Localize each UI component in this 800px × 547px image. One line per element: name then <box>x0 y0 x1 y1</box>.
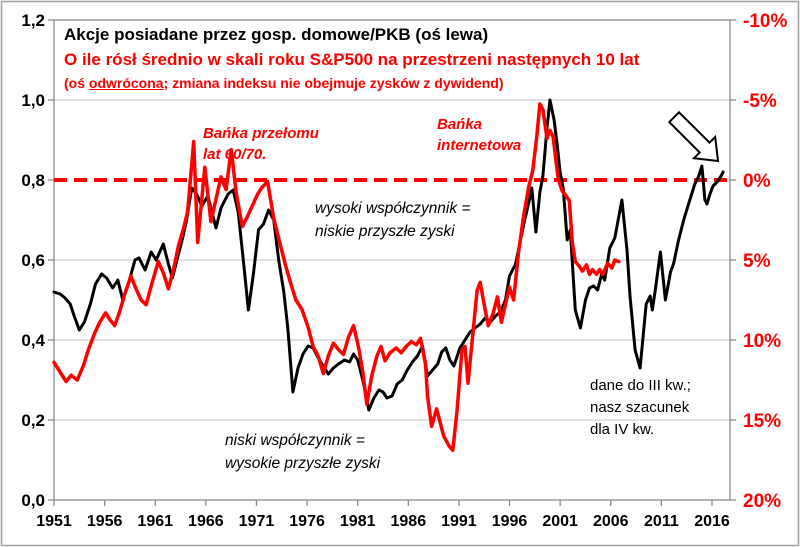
x-axis-label: 2016 <box>694 513 730 530</box>
x-axis-label: 1976 <box>289 513 325 530</box>
chart-title-left-axis: Akcje posiadane przez gosp. domowe/PKB (… <box>64 25 489 44</box>
left-axis-label: 1,2 <box>21 11 45 30</box>
x-axis-label: 1971 <box>239 513 275 530</box>
chart-title-note: (oś odwrócona; zmiana indeksu nie obejmu… <box>64 75 504 91</box>
underlined-word: odwrócona <box>88 75 164 91</box>
chart-title-right-axis: O ile rósł średnio w skali roku S&P500 n… <box>64 50 640 69</box>
left-axis-label: 0,2 <box>21 411 45 430</box>
annotation-internet-bubble: Bańka internetowa <box>437 116 522 154</box>
left-axis-label: 0,6 <box>21 251 45 270</box>
x-axis-label: 1986 <box>391 513 427 530</box>
x-axis-label: 2006 <box>593 513 629 530</box>
series-line-equities-gdp <box>52 98 725 412</box>
right-axis-label: 0% <box>743 171 771 192</box>
right-axis-label: 5% <box>743 251 771 272</box>
right-axis-label: -10% <box>743 11 787 32</box>
x-axis-label: 2011 <box>644 513 679 530</box>
x-axis-label: 1996 <box>492 513 528 530</box>
series-line-sp500-forward-return <box>52 102 621 453</box>
right-axis-label: 20% <box>743 491 781 512</box>
right-axis-label: -5% <box>743 91 777 112</box>
annotation-low-ratio: niski współczynnik = wysokie przyszłe zy… <box>225 432 381 472</box>
left-axis-label: 0,4 <box>21 331 45 350</box>
x-axis-label: 1961 <box>137 513 173 530</box>
left-axis-label: 1,0 <box>21 91 45 110</box>
x-axis-label: 1966 <box>188 513 224 530</box>
x-axis-label: 1951 <box>36 513 72 530</box>
decline-arrow-icon <box>667 110 720 163</box>
x-axis-label: 1991 <box>441 513 477 530</box>
left-axis-label: 0,0 <box>21 491 45 510</box>
x-axis-label: 1956 <box>87 513 123 530</box>
left-axis-label: 0,8 <box>21 171 45 190</box>
x-axis-label: 1981 <box>340 513 376 530</box>
annotation-bubble-60-70: Bańka przełomu lat 60/70. <box>203 125 319 163</box>
annotation-high-ratio: wysoki współczynnik = niskie przyszłe zy… <box>315 200 471 240</box>
right-axis-label: 15% <box>743 411 781 432</box>
right-axis-label: 10% <box>743 331 781 352</box>
annotation-data-note: dane do III kw.; nasz szacunek dla IV kw… <box>590 377 691 438</box>
x-axis-label: 2001 <box>542 513 578 530</box>
chart-title-block: Akcje posiadane przez gosp. domowe/PKB (… <box>64 22 639 94</box>
